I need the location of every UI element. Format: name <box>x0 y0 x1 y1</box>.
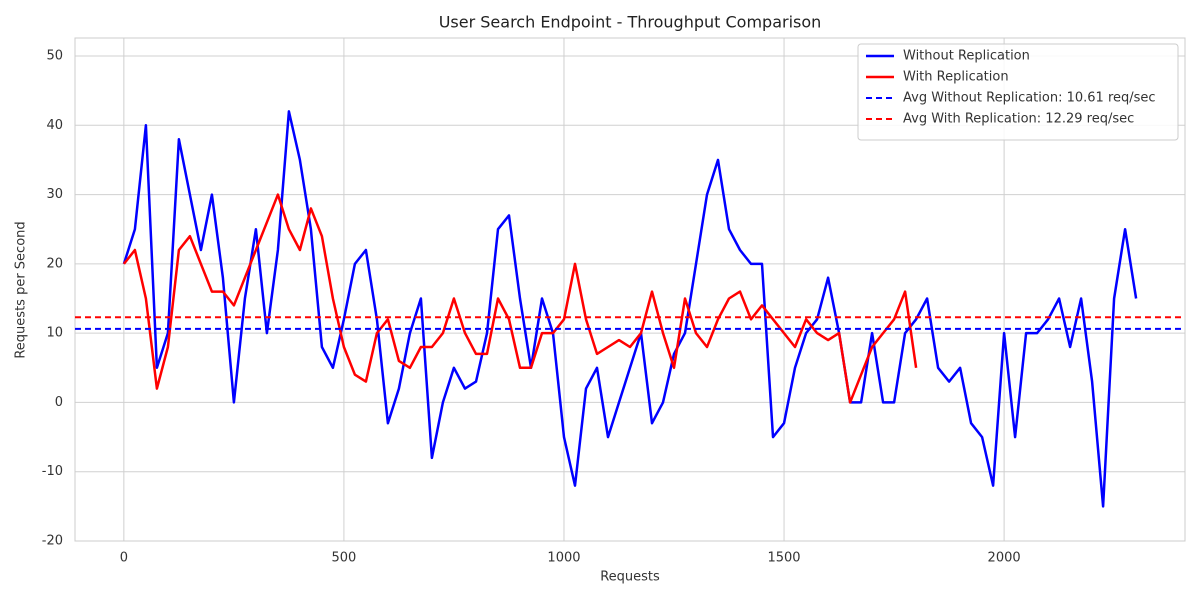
y-tick-label: -10 <box>42 464 63 479</box>
series-line <box>122 110 1138 508</box>
legend: Without Replication With Replication Avg W… <box>857 43 1179 141</box>
chart-title: User Search Endpoint - Throughput Compar… <box>439 13 822 32</box>
y-tick-label: 0 <box>55 395 63 410</box>
plot-area <box>75 110 1185 508</box>
y-tick-label: 40 <box>46 118 63 133</box>
plot-frame <box>74 37 1186 542</box>
legend-label: Avg With Replication: 12.29 req/sec <box>903 112 1134 127</box>
series-line <box>122 193 918 404</box>
x-tick-label: 1000 <box>547 551 580 566</box>
x-tick-label: 2000 <box>988 551 1021 566</box>
legend-box <box>857 43 1179 141</box>
legend-label: Avg Without Replication: 10.61 req/sec <box>903 91 1156 106</box>
x-tick-label: 1500 <box>767 551 800 566</box>
x-tick-label: 0 <box>120 551 128 566</box>
y-tick-label: 30 <box>46 187 63 202</box>
y-axis-label: Requests per Second <box>14 221 29 358</box>
x-axis-label: Requests <box>600 570 660 585</box>
y-tick-label: 10 <box>46 326 63 341</box>
y-tick-label: 50 <box>46 49 63 64</box>
y-tick-label: -20 <box>42 534 63 549</box>
x-tick-label: 500 <box>332 551 357 566</box>
legend-label: Without Replication <box>903 49 1030 64</box>
y-tick-label: 20 <box>46 256 63 271</box>
legend-label: With Replication <box>903 70 1009 85</box>
